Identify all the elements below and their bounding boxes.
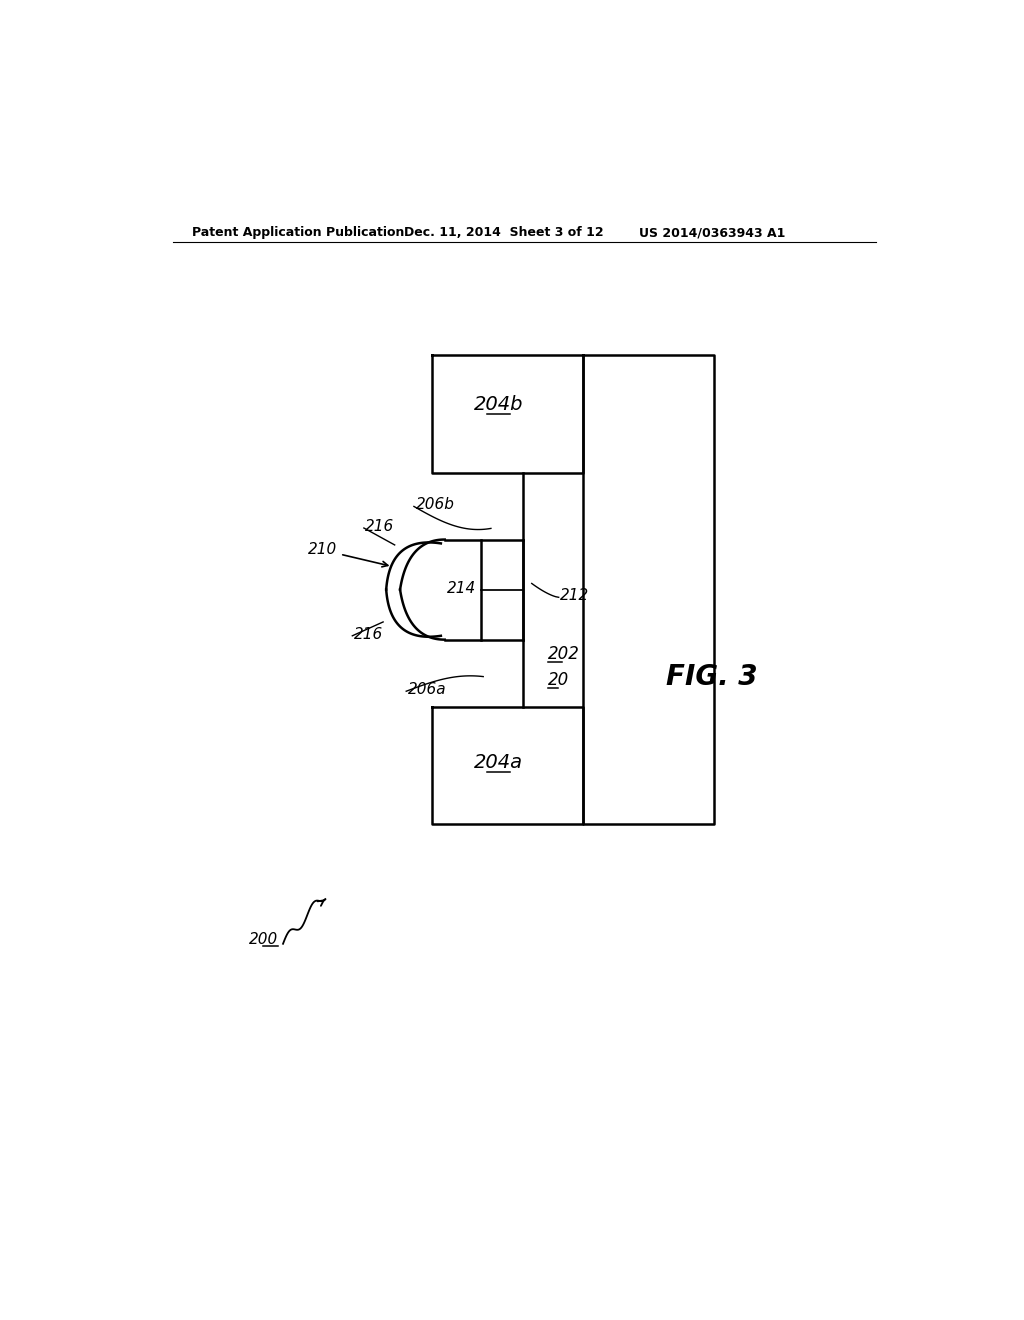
Text: 216: 216 xyxy=(366,519,394,535)
Text: US 2014/0363943 A1: US 2014/0363943 A1 xyxy=(639,226,785,239)
Text: 214: 214 xyxy=(447,581,476,595)
Text: FIG. 3: FIG. 3 xyxy=(666,663,757,690)
Text: Patent Application Publication: Patent Application Publication xyxy=(193,226,404,239)
Text: Dec. 11, 2014  Sheet 3 of 12: Dec. 11, 2014 Sheet 3 of 12 xyxy=(403,226,603,239)
Text: 202: 202 xyxy=(548,645,580,663)
Text: 204a: 204a xyxy=(474,754,523,772)
Text: 200: 200 xyxy=(249,932,279,948)
Text: 206a: 206a xyxy=(408,682,446,697)
Text: 206b: 206b xyxy=(416,498,455,512)
Text: 20: 20 xyxy=(548,672,569,689)
Text: 204b: 204b xyxy=(474,395,523,414)
Text: 216: 216 xyxy=(354,627,383,642)
Text: 210: 210 xyxy=(307,543,337,557)
Text: 212: 212 xyxy=(560,589,590,603)
